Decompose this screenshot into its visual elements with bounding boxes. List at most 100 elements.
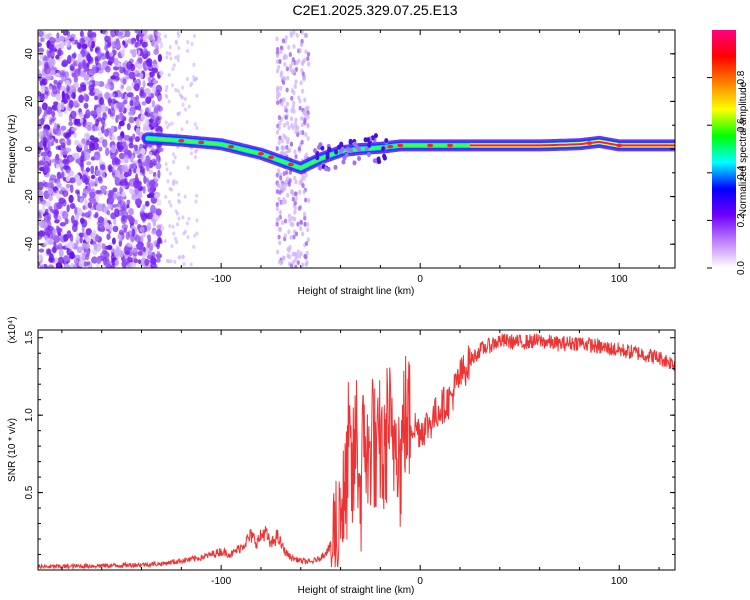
noise-speckle [109, 108, 116, 117]
noise-speckle [285, 170, 289, 175]
noise-speckle [176, 58, 180, 63]
noise-speckle [299, 116, 304, 121]
colorbar: 0.0 0.2 0.4 0.6 0.8 Normalized spectral ampl… [707, 30, 749, 275]
noise-speckle [134, 144, 139, 152]
noise-speckle [107, 35, 111, 42]
noise-speckle [52, 104, 56, 110]
noise-speckle [104, 44, 109, 51]
noise-speckle [66, 84, 70, 93]
ridge-scatter [348, 138, 353, 144]
noise-speckle [134, 219, 138, 225]
noise-speckle [175, 180, 179, 185]
ridge-scatter [317, 165, 322, 171]
noise-speckle [285, 176, 290, 182]
noise-speckle [283, 218, 288, 224]
noise-speckle [38, 261, 41, 267]
noise-speckle [297, 58, 301, 64]
noise-speckle [156, 152, 160, 162]
noise-speckle [180, 127, 184, 132]
noise-speckle [152, 63, 158, 69]
noise-speckle [65, 175, 71, 182]
noise-speckle [177, 45, 181, 50]
noise-speckle [82, 251, 87, 256]
noise-speckle [69, 65, 75, 71]
noise-speckle [155, 84, 163, 93]
noise-speckle [47, 264, 55, 268]
noise-speckle [155, 31, 162, 38]
noise-speckle [189, 151, 193, 156]
noise-speckle [50, 118, 55, 123]
noise-speckle [169, 259, 173, 264]
noise-speckle [306, 237, 310, 243]
noise-speckle [114, 76, 120, 81]
noise-speckle [126, 92, 134, 98]
noise-speckle [84, 151, 91, 160]
noise-speckle [38, 230, 46, 237]
noise-speckle [127, 111, 135, 117]
noise-speckle [291, 222, 295, 228]
noise-speckle [303, 117, 307, 123]
noise-speckle [60, 142, 66, 149]
noise-speckle [139, 91, 147, 99]
noise-speckle [290, 216, 294, 221]
noise-speckle [137, 259, 142, 265]
ridge-scatter [372, 158, 377, 164]
noise-speckle [181, 85, 185, 90]
noise-speckle [275, 217, 279, 222]
noise-speckle [194, 155, 198, 160]
noise-speckle [77, 53, 83, 62]
noise-speckle [123, 99, 128, 105]
noise-speckle [289, 189, 293, 195]
noise-speckle [156, 241, 161, 250]
ridge-scatter [340, 146, 345, 152]
noise-speckle [61, 61, 68, 68]
noise-speckle [64, 218, 69, 225]
noise-speckle [192, 33, 196, 38]
noise-speckle [277, 234, 281, 240]
noise-speckle [55, 138, 59, 144]
noise-speckle [285, 144, 289, 150]
colorbar-tick-label: 0.6 [736, 118, 747, 132]
noise-speckle [123, 171, 130, 178]
noise-speckle [303, 33, 308, 38]
snr-x-axis-label: Height of straight line (km) [298, 585, 415, 596]
noise-speckle [99, 30, 107, 35]
noise-speckle [282, 171, 286, 177]
noise-speckle [157, 53, 162, 63]
noise-speckle [292, 234, 296, 240]
noise-speckle [132, 133, 136, 140]
noise-speckle [151, 67, 159, 73]
noise-speckle [94, 244, 102, 252]
noise-speckle [137, 103, 142, 111]
noise-speckle [140, 154, 147, 163]
noise-speckle [83, 93, 90, 103]
noise-speckle [81, 43, 88, 49]
ridge-scatter [324, 166, 329, 172]
noise-speckle [135, 167, 140, 174]
noise-speckle [299, 80, 303, 86]
noise-speckle [69, 184, 74, 194]
noise-speckle [146, 234, 151, 240]
noise-speckle [144, 111, 149, 116]
noise-speckle [85, 121, 93, 126]
noise-speckle [102, 138, 108, 148]
noise-speckle [43, 66, 51, 75]
noise-speckle [165, 55, 169, 60]
spectrogram-y-axis-label: Frequency (Hz) [7, 115, 18, 184]
noise-speckle [139, 247, 144, 252]
noise-speckle [291, 57, 295, 62]
noise-speckle [87, 210, 92, 216]
noise-speckles [38, 30, 311, 268]
noise-speckle [53, 202, 60, 211]
noise-speckle [93, 137, 99, 143]
noise-speckle [38, 42, 42, 48]
noise-speckle [194, 199, 198, 204]
noise-speckle [110, 125, 115, 135]
noise-speckle [94, 80, 100, 86]
noise-speckle [67, 170, 75, 177]
noise-speckle [119, 66, 125, 74]
noise-speckle [291, 251, 295, 257]
noise-speckle [121, 202, 128, 212]
noise-speckle [186, 235, 190, 240]
noise-speckle [87, 261, 91, 266]
